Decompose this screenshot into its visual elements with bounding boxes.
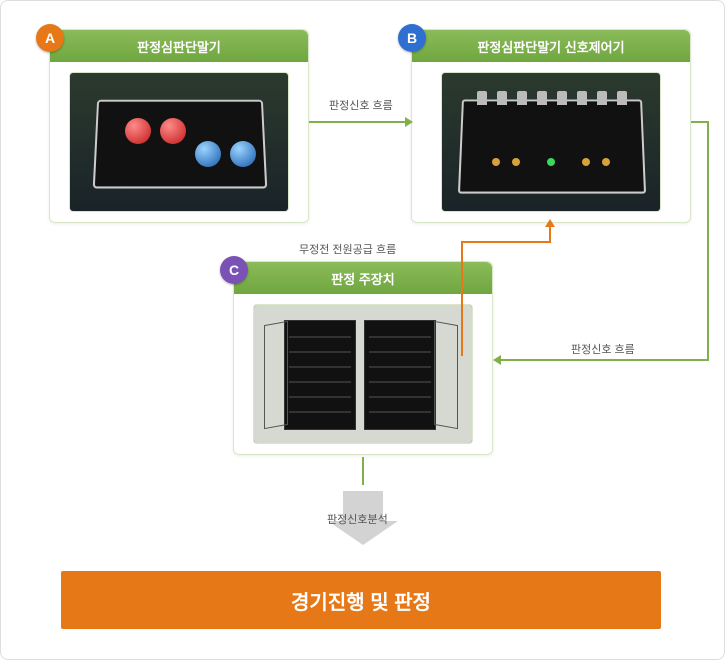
node-C-badge: C xyxy=(220,256,248,284)
edge-A-to-B-arrowhead-icon xyxy=(405,117,413,127)
edge-A-to-B xyxy=(309,121,407,123)
edge-C-to-B-seg2 xyxy=(461,241,551,243)
edge-C-to-B-seg3 xyxy=(549,226,551,242)
node-B-title: 판정심판단말기 신호제어기 xyxy=(412,30,690,62)
result-bar: 경기진행 및 판정 xyxy=(61,571,661,629)
node-B: B 판정심판단말기 신호제어기 xyxy=(411,29,691,223)
edge-B-to-C-label: 판정신호 흐름 xyxy=(571,341,635,357)
edge-C-to-B-label: 무정전 전원공급 흐름 xyxy=(299,241,396,257)
edge-A-to-B-label: 판정신호 흐름 xyxy=(329,97,393,113)
edge-B-to-C-seg2 xyxy=(499,359,709,361)
node-A-title: 판정심판단말기 xyxy=(50,30,308,62)
node-B-badge: B xyxy=(398,24,426,52)
node-A-badge: A xyxy=(36,24,64,52)
result-text: 경기진행 및 판정 xyxy=(291,586,431,615)
node-A-image xyxy=(69,72,289,212)
edge-B-to-C-seg1 xyxy=(707,121,709,361)
edge-B-to-C-arrowhead-icon xyxy=(493,355,501,365)
edge-C-to-B-seg1 xyxy=(461,241,463,356)
diagram-canvas: A 판정심판단말기 B 판정심판단말기 신호제어기 xyxy=(0,0,725,660)
node-C: C 판정 주장치 xyxy=(233,261,493,455)
node-C-title: 판정 주장치 xyxy=(234,262,492,294)
node-B-image xyxy=(441,72,661,212)
edge-C-to-result-line xyxy=(362,457,364,485)
node-A: A 판정심판단말기 xyxy=(49,29,309,223)
edge-C-to-result-label: 판정신호분석 xyxy=(327,511,388,527)
node-C-image xyxy=(253,304,473,444)
edge-C-to-B-arrowhead-icon xyxy=(545,219,555,227)
